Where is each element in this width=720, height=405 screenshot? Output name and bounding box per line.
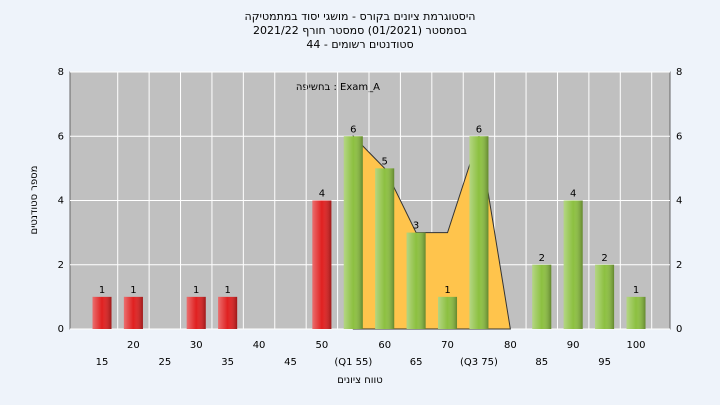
bar-shade [312, 200, 332, 329]
value-label: 1 [130, 285, 136, 296]
x-tick-label: 35 [221, 357, 234, 368]
bar-shade [563, 200, 583, 329]
bar-shade [532, 264, 552, 329]
x-tick-label: (Q1 55) [334, 357, 372, 368]
value-label: 4 [570, 189, 576, 200]
x-tick-label: 90 [567, 340, 580, 351]
bar-shade [123, 296, 143, 329]
y2-tick-label: 0 [676, 324, 682, 335]
value-label: 2 [601, 253, 607, 264]
y2-tick-label: 8 [676, 67, 682, 78]
value-label: 1 [633, 285, 639, 296]
x-tick-label: 65 [410, 357, 423, 368]
x-axis-label: טווח ציונים [337, 375, 382, 386]
bar-shade [186, 296, 206, 329]
y2-tick-label: 4 [676, 196, 682, 207]
x-tick-label: 70 [441, 340, 454, 351]
y2-tick-label: 2 [676, 260, 682, 271]
x-tick-label: 95 [598, 357, 611, 368]
x-tick-label: 60 [378, 340, 391, 351]
value-label: 1 [99, 285, 105, 296]
bar-shade [406, 232, 426, 329]
chart-subtitle: בסמסטר (01/2021) סמסטר חורף 2021/22 [253, 24, 467, 37]
x-tick-label: 20 [127, 340, 140, 351]
value-label: 4 [319, 189, 325, 200]
bar-shade [343, 136, 363, 329]
bar-shade [626, 296, 646, 329]
x-tick-label: 25 [158, 357, 171, 368]
bar-shade [595, 264, 615, 329]
x-tick-label: 80 [504, 340, 517, 351]
x-tick-label: 100 [626, 340, 645, 351]
value-label: 6 [350, 124, 356, 135]
x-tick-label: 30 [190, 340, 203, 351]
value-label: 2 [539, 253, 545, 264]
bar-shade [438, 296, 458, 329]
x-tick-label: 45 [284, 357, 297, 368]
bar-shade [469, 136, 489, 329]
y-tick-label: 6 [58, 131, 64, 142]
chart-subtitle: סטודנטים רשומים - 44 [306, 38, 413, 51]
bar-shade [375, 168, 395, 329]
chart-title: היסטוגרמת ציונים בקורס - מושגי יסוד במתמ… [245, 10, 476, 23]
value-label: 6 [476, 124, 482, 135]
x-tick-label: 50 [316, 340, 329, 351]
value-label: 1 [444, 285, 450, 296]
y-tick-label: 4 [58, 196, 64, 207]
x-tick-label: (Q3 75) [460, 357, 498, 368]
x-tick-label: 85 [535, 357, 548, 368]
bar-shade [92, 296, 112, 329]
value-label: 1 [224, 285, 230, 296]
y-tick-label: 0 [58, 324, 64, 335]
value-label: 1 [193, 285, 199, 296]
y-tick-label: 2 [58, 260, 64, 271]
y2-tick-label: 6 [676, 131, 682, 142]
value-label: 5 [382, 156, 388, 167]
y-axis-label: מספר סטודנטים [29, 166, 40, 235]
x-tick-label: 15 [96, 357, 109, 368]
y-tick-label: 8 [58, 67, 64, 78]
value-label: 3 [413, 221, 419, 232]
x-tick-label: 40 [253, 340, 266, 351]
bar-shade [218, 296, 238, 329]
